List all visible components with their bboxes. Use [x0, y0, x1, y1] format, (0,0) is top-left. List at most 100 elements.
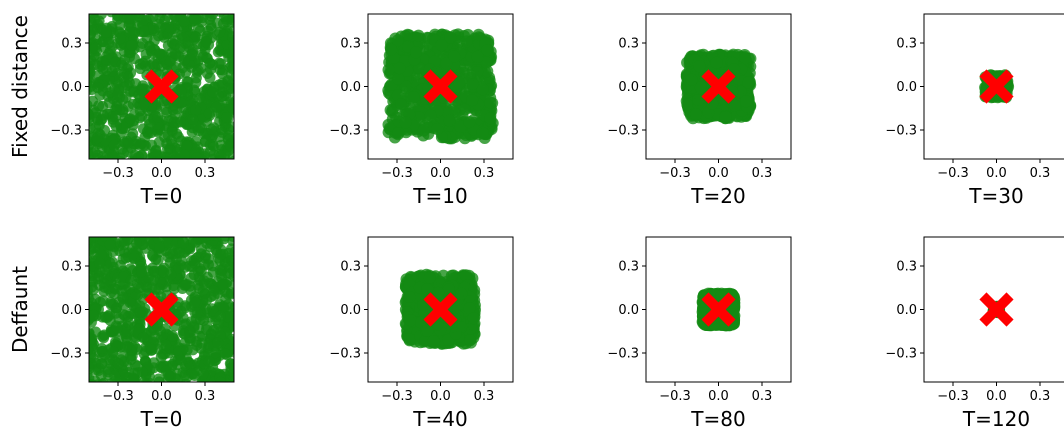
data-point [215, 249, 226, 260]
data-point [448, 50, 461, 63]
subplot: 0.30.0−0.3−0.3 0.0 0.3T=30 [885, 13, 1064, 208]
data-point [187, 114, 199, 125]
data-point [152, 254, 164, 266]
data-point [224, 358, 234, 370]
data-point [459, 269, 472, 282]
data-point [392, 126, 405, 139]
data-point [480, 56, 493, 69]
center-marker [979, 292, 1014, 327]
data-point [221, 112, 233, 123]
data-point [103, 97, 115, 109]
data-point [205, 237, 216, 241]
data-point [139, 55, 151, 67]
data-point [175, 354, 187, 366]
data-point [104, 239, 116, 251]
data-point [144, 41, 156, 53]
data-point [200, 36, 212, 48]
data-point [484, 96, 497, 109]
data-point [131, 238, 142, 249]
data-point [231, 131, 234, 142]
data-point [89, 147, 99, 159]
data-point [98, 329, 110, 341]
data-point [96, 343, 108, 354]
data-point [200, 135, 212, 147]
y-tick-label: −0.3 [329, 124, 361, 139]
subplot-title: T=120 [962, 407, 1030, 431]
data-point [407, 91, 420, 103]
data-point [740, 95, 752, 108]
data-point [146, 344, 158, 356]
data-point [94, 257, 105, 269]
data-point [229, 155, 234, 159]
data-point [734, 85, 747, 98]
data-point [685, 73, 698, 86]
data-point [200, 303, 212, 315]
data-point [125, 350, 136, 362]
subplot-title: T=20 [690, 184, 745, 208]
data-point [89, 112, 95, 124]
data-point [123, 14, 135, 25]
data-point [412, 29, 425, 42]
y-tick-label: −0.3 [50, 124, 82, 139]
data-point [103, 37, 115, 49]
data-point [116, 59, 128, 71]
subplot: 0.30.0−0.3−0.3 0.0 0.3T=120 [885, 236, 1064, 431]
data-point [160, 104, 172, 116]
data-point [167, 378, 178, 382]
data-point [89, 361, 94, 373]
data-point [137, 14, 149, 26]
data-point [104, 309, 116, 321]
data-point [168, 283, 180, 295]
data-point [403, 333, 416, 346]
data-point [230, 301, 234, 313]
data-point [117, 253, 129, 265]
data-point [100, 135, 112, 147]
data-point [139, 25, 151, 37]
data-point [136, 266, 147, 278]
data-point [476, 83, 489, 96]
data-point [162, 369, 174, 381]
center-marker [979, 69, 1014, 104]
data-point [395, 98, 408, 111]
data-point [481, 44, 494, 57]
y-tick-label: −0.3 [50, 347, 82, 362]
data-point [106, 14, 117, 18]
data-point [204, 72, 216, 84]
x-tick-label: 0.3 [474, 166, 495, 181]
x-tick-label: 0.0 [708, 166, 729, 181]
data-point [100, 26, 112, 38]
data-point [471, 50, 484, 63]
data-point [103, 48, 115, 60]
data-point [189, 86, 201, 98]
data-point [117, 369, 129, 381]
data-point [484, 112, 497, 125]
data-point [89, 67, 94, 79]
center-marker [423, 69, 458, 104]
subplot: 0.30.0−0.3−0.3 0.0 0.3T=80 [607, 236, 792, 431]
data-point [463, 116, 476, 129]
data-point [112, 358, 124, 370]
data-point [172, 131, 184, 143]
data-point [145, 127, 157, 139]
data-point [386, 103, 399, 116]
data-point [153, 136, 165, 148]
data-point [227, 31, 234, 43]
data-point [89, 14, 99, 19]
data-point [193, 323, 205, 335]
points-group [89, 14, 234, 159]
subplot-title: T=0 [140, 184, 183, 208]
y-tick-label: 0.0 [340, 303, 361, 318]
y-tick-label: 0.0 [61, 303, 82, 318]
data-point [152, 111, 164, 123]
data-point [126, 39, 138, 51]
x-tick-label: −0.3 [937, 166, 969, 181]
data-point [401, 28, 414, 41]
x-tick-label: −0.3 [659, 166, 691, 181]
data-point [133, 89, 145, 101]
data-point [190, 14, 202, 26]
x-tick-label: −0.3 [102, 166, 134, 181]
data-point [154, 22, 166, 34]
data-point [119, 237, 130, 247]
x-tick-label: 0.0 [151, 166, 172, 181]
